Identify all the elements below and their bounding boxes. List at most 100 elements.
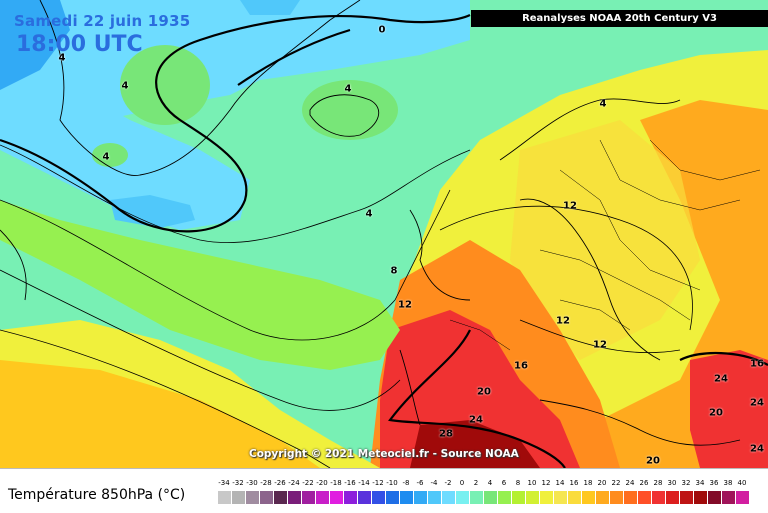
- map-date: Samedi 22 juin 1935: [14, 12, 191, 30]
- legend-tick-label: 14: [555, 479, 565, 487]
- legend-tick-label: 18: [583, 479, 593, 487]
- legend-tick-label: 6: [501, 479, 507, 487]
- zero-isotherm-lines: [0, 13, 768, 468]
- contour-label: 4: [121, 80, 129, 92]
- legend-tick-label: -12: [372, 479, 384, 487]
- legend-swatch: [637, 491, 651, 504]
- contour-label: 16: [514, 360, 528, 372]
- legend-swatch: [413, 491, 427, 504]
- source-banner: Reanalyses NOAA 20th Century V3: [471, 10, 768, 27]
- legend-tick-label: 34: [695, 479, 705, 487]
- legend-tick-label: -20: [316, 479, 328, 487]
- legend-tick-label: 26: [639, 479, 649, 487]
- legend-swatch: [707, 491, 721, 504]
- legend-swatch: [679, 491, 693, 504]
- legend-tick-label: -16: [344, 479, 356, 487]
- legend-swatch: [273, 491, 287, 504]
- legend-swatch: [455, 491, 469, 504]
- legend-tick-label: -28: [260, 479, 272, 487]
- blue-corner-top: [240, 0, 300, 15]
- contour-label: 20: [477, 386, 491, 398]
- legend-swatch: [287, 491, 301, 504]
- legend-swatch: [217, 491, 231, 504]
- legend-tick-label: 12: [541, 479, 551, 487]
- legend-tick-label: -24: [288, 479, 300, 487]
- contour-label: 12: [556, 315, 570, 327]
- legend-swatch: [665, 491, 679, 504]
- legend-swatch: [693, 491, 707, 504]
- contour-label: 12: [398, 299, 412, 311]
- deep-cyan-patch: [110, 195, 195, 228]
- legend-swatch: [301, 491, 315, 504]
- cold-field: [0, 0, 470, 130]
- contour-label: 20: [709, 407, 723, 419]
- legend-tick-label: -4: [430, 479, 438, 487]
- coastlines: [0, 0, 741, 446]
- legend-swatch: [651, 491, 665, 504]
- legend-tick-label: 16: [569, 479, 579, 487]
- legend-tick-label: 24: [625, 479, 635, 487]
- legend-swatch: [371, 491, 385, 504]
- orange-sw: [0, 360, 320, 468]
- legend-title: Température 850hPa (°C): [8, 487, 186, 503]
- legend-swatch: [595, 491, 609, 504]
- green-patch-greenland: [120, 45, 210, 125]
- map-time: 18:00 UTC: [16, 32, 143, 57]
- contour-label: 4: [102, 151, 110, 163]
- legend-swatch: [259, 491, 273, 504]
- contour-label: 12: [563, 200, 577, 212]
- legend-tick-label: -34: [218, 479, 230, 487]
- legend-tick-label: 32: [681, 479, 691, 487]
- legend-swatch: [357, 491, 371, 504]
- legend-swatch: [511, 491, 525, 504]
- legend-swatch: [581, 491, 595, 504]
- legend-tick-label: -14: [358, 479, 370, 487]
- legend-swatch: [315, 491, 329, 504]
- temperature-map: [0, 0, 768, 468]
- legend-tick-label: 2: [473, 479, 479, 487]
- legend-tick-label: -30: [246, 479, 258, 487]
- contour-label: 0: [378, 24, 386, 36]
- legend-swatch: [385, 491, 399, 504]
- legend-swatch: [539, 491, 553, 504]
- legend-swatch: [441, 491, 455, 504]
- contour-label: 24: [714, 373, 728, 385]
- contour-label: 24: [750, 397, 764, 409]
- isotherm-lines: [0, 144, 693, 468]
- dark-red-core: [410, 420, 540, 468]
- legend-tick-label: -32: [232, 479, 244, 487]
- legend-swatch: [525, 491, 539, 504]
- legend-tick-label: -8: [402, 479, 410, 487]
- legend-swatch: [497, 491, 511, 504]
- legend-swatch: [399, 491, 413, 504]
- legend-swatch: [329, 491, 343, 504]
- legend-tick-label: -6: [416, 479, 424, 487]
- contour-label: 12: [593, 339, 607, 351]
- legend-tick-label: -2: [444, 479, 452, 487]
- legend-tick-label: 0: [459, 479, 465, 487]
- legend-swatch: [567, 491, 581, 504]
- contour-label: 4: [344, 83, 352, 95]
- legend-tick-label: 30: [667, 479, 677, 487]
- legend-tick-label: 28: [653, 479, 663, 487]
- legend-tick-label: 20: [597, 479, 607, 487]
- legend-swatch: [245, 491, 259, 504]
- copyright-text: Copyright © 2021 Meteociel.fr - Source N…: [249, 448, 519, 460]
- light-yellow-europe: [510, 120, 700, 360]
- contour-label: 28: [439, 428, 453, 440]
- legend-tick-label: -18: [330, 479, 342, 487]
- legend-swatch: [721, 491, 735, 504]
- green-patch-small: [92, 143, 128, 167]
- contour-label: 24: [469, 414, 483, 426]
- legend-swatch: [483, 491, 497, 504]
- legend-tick-label: 22: [611, 479, 621, 487]
- contour-label: 16: [750, 358, 764, 370]
- blue-corner: [0, 0, 70, 90]
- legend-tick-label: 8: [515, 479, 521, 487]
- red-field-east: [690, 350, 768, 468]
- contour-label: 24: [750, 443, 764, 455]
- legend-swatch: [553, 491, 567, 504]
- contour-label: 4: [599, 98, 607, 110]
- legend-tick-label: -22: [302, 479, 314, 487]
- legend-tick-label: 10: [527, 479, 537, 487]
